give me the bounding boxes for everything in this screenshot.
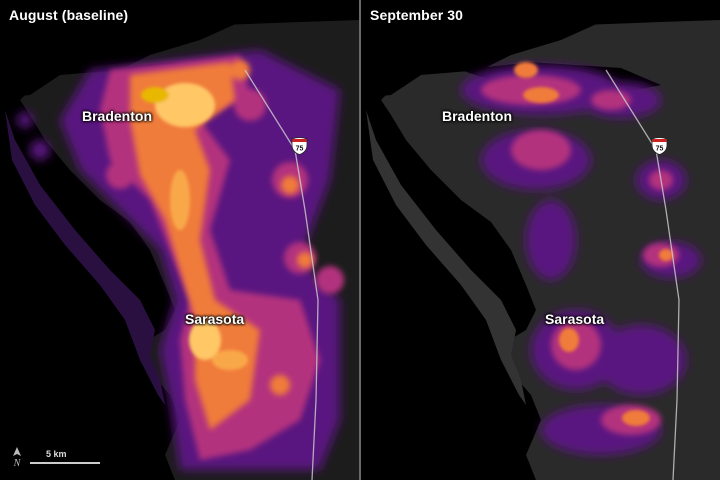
panel-title: August (baseline) [9,7,129,23]
svg-text:75: 75 [656,146,664,153]
svg-text:N: N [13,458,22,468]
lights-orange [514,62,673,426]
city-label-bradenton: Bradenton [82,108,152,124]
scale-label: 5 km [46,449,67,459]
bay-water [0,0,359,98]
city-label-sarasota: Sarasota [545,311,605,327]
bay-water [361,0,720,98]
interstate-shield-icon: 75 [651,137,668,155]
city-label-sarasota: Sarasota [185,311,245,327]
scale-bar [30,462,100,464]
map-scale: N 5 km [8,444,108,470]
post-event-map-panel: September 30 Bradenton Sarasota 75 [361,0,720,480]
svg-text:75: 75 [296,146,304,153]
baseline-night-lights-map [0,0,359,480]
baseline-map-panel: August (baseline) Bradenton Sarasota 75 … [0,0,359,480]
north-arrow-icon: N [8,446,26,468]
lights-peak [141,83,248,370]
panel-title: September 30 [370,7,464,23]
barrier-island [5,110,165,405]
barrier-island [366,110,526,405]
post-event-night-lights-map [361,0,720,480]
lights-orange [130,60,313,430]
city-label-bradenton: Bradenton [442,108,512,124]
panel-divider [359,0,361,480]
interstate-75-line [605,69,680,480]
interstate-75-line [244,69,319,480]
interstate-shield-icon: 75 [291,137,308,155]
